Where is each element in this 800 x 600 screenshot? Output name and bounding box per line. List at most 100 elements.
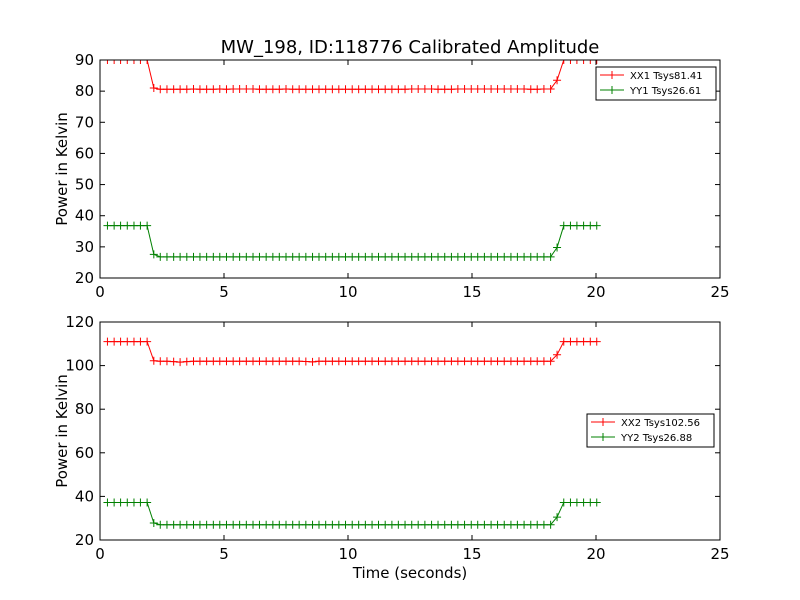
bottom-series-2-point bbox=[460, 520, 469, 529]
bottom-series-1-point bbox=[275, 357, 284, 366]
top-series-1-point bbox=[103, 60, 112, 64]
x-axis-label: Time (seconds) bbox=[352, 564, 468, 582]
bottom-y-tick-label: 80 bbox=[75, 400, 94, 418]
top-y-tick-label: 80 bbox=[75, 82, 94, 100]
bottom-series-2-point bbox=[149, 518, 158, 527]
top-legend-label-1: XX1 Tsys81.41 bbox=[630, 71, 703, 82]
top-series-1-point bbox=[202, 85, 211, 94]
top-series-1-point bbox=[579, 60, 588, 64]
top-series-2-point bbox=[103, 221, 112, 230]
bottom-series-1-point bbox=[401, 357, 410, 366]
bottom-series-2-point bbox=[354, 520, 363, 529]
top-series-1-point bbox=[182, 85, 191, 94]
top-series-1-point bbox=[401, 85, 410, 94]
bottom-series-2-point bbox=[480, 520, 489, 529]
top-series-2-point bbox=[235, 252, 244, 261]
bottom-series-1-point bbox=[321, 357, 330, 366]
top-series-1-point bbox=[262, 85, 271, 94]
top-series-1-point bbox=[314, 85, 323, 94]
top-series-1-point bbox=[301, 85, 310, 94]
bottom-series-2-point bbox=[103, 498, 112, 507]
top-series-2-point bbox=[149, 250, 158, 259]
top-series-2-point bbox=[321, 252, 330, 261]
bottom-x-tick-label: 25 bbox=[710, 545, 729, 563]
top-series-2-point bbox=[394, 252, 403, 261]
bottom-x-tick-label: 0 bbox=[95, 545, 105, 563]
bottom-series-2-point bbox=[572, 498, 581, 507]
bottom-plot: 0 5 10 15 20 25 20 40 60 80 100 120 Power in Kelvin X… bbox=[53, 313, 730, 563]
top-series-1-point bbox=[222, 85, 231, 94]
top-series-1-point bbox=[136, 60, 145, 64]
bottom-series-2-point bbox=[182, 520, 191, 529]
top-series-2-point bbox=[381, 252, 390, 261]
top-series-2-point bbox=[559, 221, 568, 230]
top-series-1-point bbox=[394, 85, 403, 94]
bottom-series-1-point bbox=[572, 337, 581, 346]
bottom-series-2-point bbox=[156, 520, 165, 529]
bottom-series-2-point bbox=[440, 520, 449, 529]
bottom-series-2-point bbox=[116, 498, 125, 507]
top-series-2-point bbox=[162, 252, 171, 261]
top-series-2-point bbox=[354, 252, 363, 261]
top-series-2-point bbox=[341, 252, 350, 261]
top-series-1-point bbox=[440, 85, 449, 94]
bottom-series-1-point bbox=[103, 337, 112, 346]
bottom-series-1-point bbox=[202, 357, 211, 366]
bottom-series-2-point bbox=[262, 520, 271, 529]
top-series-1-point bbox=[586, 60, 595, 64]
top-series-1-point bbox=[414, 84, 423, 93]
bottom-series-2-point bbox=[394, 520, 403, 529]
bottom-series-1-point bbox=[116, 337, 125, 346]
top-series-1-point bbox=[156, 85, 165, 94]
top-legend: XX1 Tsys81.41 YY1 Tsys26.61 bbox=[595, 66, 717, 101]
top-series-1-point bbox=[215, 84, 224, 93]
top-series-1-point bbox=[513, 84, 522, 93]
top-y-tick-label: 90 bbox=[75, 51, 94, 69]
bottom-series-1-point bbox=[354, 357, 363, 366]
top-series-2-point bbox=[440, 252, 449, 261]
top-series-2-point bbox=[314, 252, 323, 261]
bottom-series-1-point bbox=[434, 357, 443, 366]
bottom-series-1-point bbox=[460, 357, 469, 366]
bottom-series-1-point bbox=[500, 357, 509, 366]
top-series-2-point bbox=[500, 252, 509, 261]
top-series-2-point bbox=[533, 252, 542, 261]
bottom-series-2-point bbox=[222, 520, 231, 529]
bottom-series-1-point bbox=[136, 337, 145, 346]
top-legend-label-2: YY1 Tsys26.61 bbox=[629, 86, 701, 97]
bottom-series-2-point bbox=[473, 520, 482, 529]
top-series-1-point bbox=[559, 60, 568, 64]
bottom-series-2-point bbox=[136, 498, 145, 507]
bottom-series-2-point bbox=[321, 520, 330, 529]
bottom-series-1-point bbox=[341, 357, 350, 366]
bottom-series-2-point bbox=[275, 520, 284, 529]
bottom-series-1-point bbox=[222, 357, 231, 366]
bottom-series-2-point bbox=[434, 520, 443, 529]
top-y-tick-label: 60 bbox=[75, 144, 94, 162]
bottom-series-2-point bbox=[295, 520, 304, 529]
top-series-2-point bbox=[301, 252, 310, 261]
top-x-tick-label: 15 bbox=[462, 283, 481, 301]
bottom-series-2-point bbox=[314, 520, 323, 529]
top-series-2-point bbox=[262, 252, 271, 261]
bottom-y-tick-label: 60 bbox=[75, 444, 94, 462]
bottom-y-tick-label: 20 bbox=[75, 531, 94, 549]
top-series-1-point bbox=[195, 85, 204, 94]
top-series-2-point bbox=[414, 252, 423, 261]
bottom-series-1-point bbox=[394, 357, 403, 366]
bottom-series-1-point bbox=[282, 357, 290, 366]
top-series-1-point bbox=[334, 85, 343, 94]
top-series-1-point bbox=[242, 84, 251, 93]
bottom-series-2-point bbox=[513, 520, 522, 529]
top-series-2-point bbox=[182, 252, 191, 261]
top-series-2-point bbox=[374, 252, 383, 261]
top-series-1-point bbox=[539, 84, 548, 93]
top-series-2-point bbox=[473, 252, 482, 261]
bottom-series-2-point bbox=[215, 520, 224, 529]
bottom-x-tick-label: 5 bbox=[219, 545, 229, 563]
bottom-series-1-point bbox=[453, 357, 462, 366]
bottom-series-2-point bbox=[420, 520, 429, 529]
top-series-1-point bbox=[110, 60, 119, 64]
top-series-2-point bbox=[215, 252, 224, 261]
